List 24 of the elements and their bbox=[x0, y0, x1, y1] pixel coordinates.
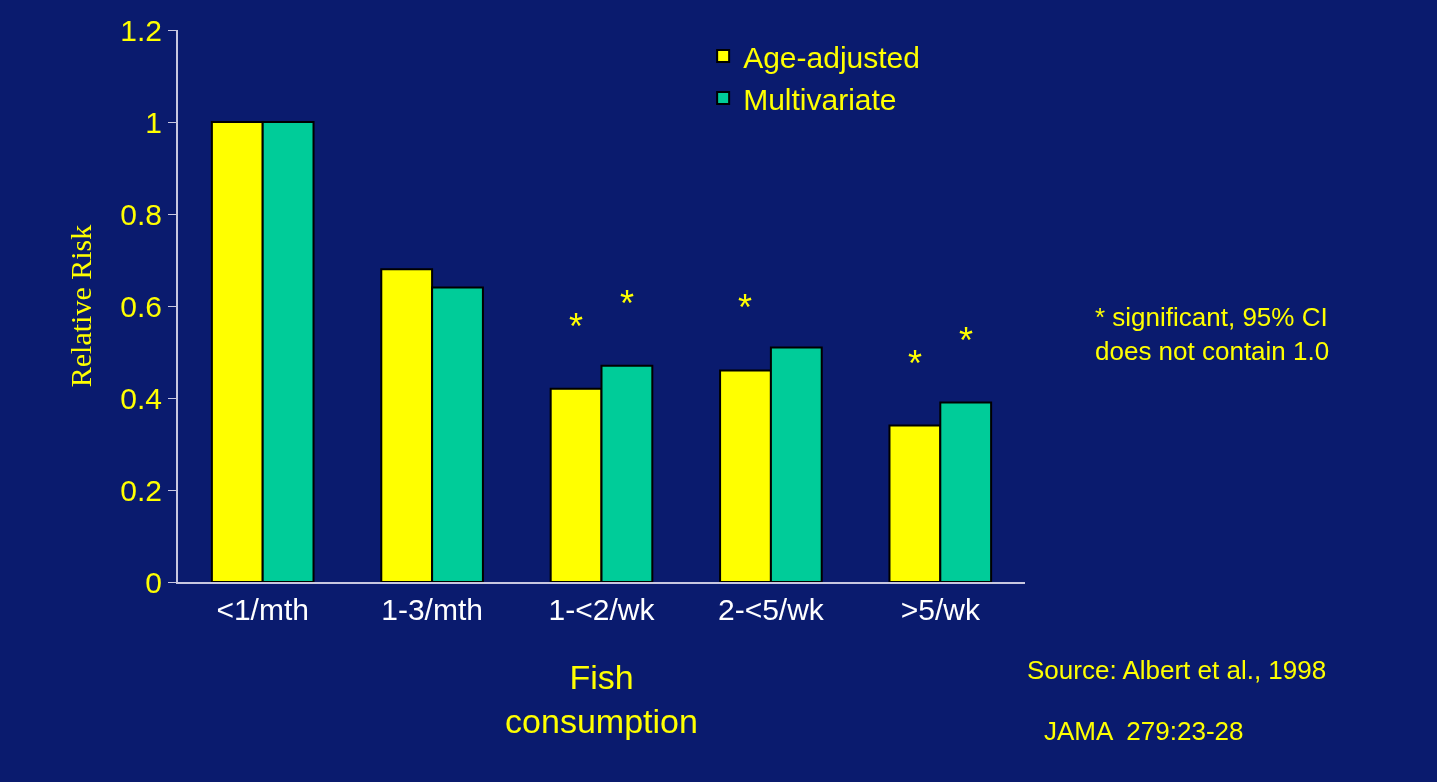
legend-label: Multivariate bbox=[743, 82, 897, 116]
x-tick-label: 1-<2/wk bbox=[548, 593, 656, 626]
annotation: * bbox=[569, 306, 584, 347]
annotation: * bbox=[908, 343, 923, 384]
source-note: Source: Albert et al., 1998 bbox=[1027, 655, 1327, 685]
x-tick-label: >5/wk bbox=[900, 593, 981, 626]
y-tick-label: 0.8 bbox=[120, 197, 162, 231]
x-tick-label: 1-3/mth bbox=[381, 593, 483, 626]
y-tick-label: 0.2 bbox=[120, 473, 162, 507]
x-tick-label: <1/mth bbox=[216, 593, 309, 626]
annotation: * bbox=[959, 320, 974, 361]
y-tick-label: 0.4 bbox=[120, 381, 162, 415]
annotation: * bbox=[738, 287, 753, 328]
text: JAMA 279:23-28 bbox=[1044, 716, 1244, 746]
y-tick-label: 0.6 bbox=[120, 289, 162, 323]
y-axis-title: Relative Risk bbox=[63, 224, 97, 388]
y-tick-label: 0 bbox=[145, 565, 162, 599]
y-tick-label: 1 bbox=[145, 105, 162, 139]
legend-label: Age-adjusted bbox=[743, 40, 920, 74]
y-tick-label: 1.2 bbox=[120, 13, 162, 47]
x-axis-title: Fish consumption bbox=[505, 657, 698, 740]
annotation: * bbox=[620, 283, 635, 324]
text: * significant, 95% CI does not contain 1.0 bbox=[1095, 302, 1330, 366]
x-tick-label: 2-<5/wk bbox=[717, 593, 825, 626]
